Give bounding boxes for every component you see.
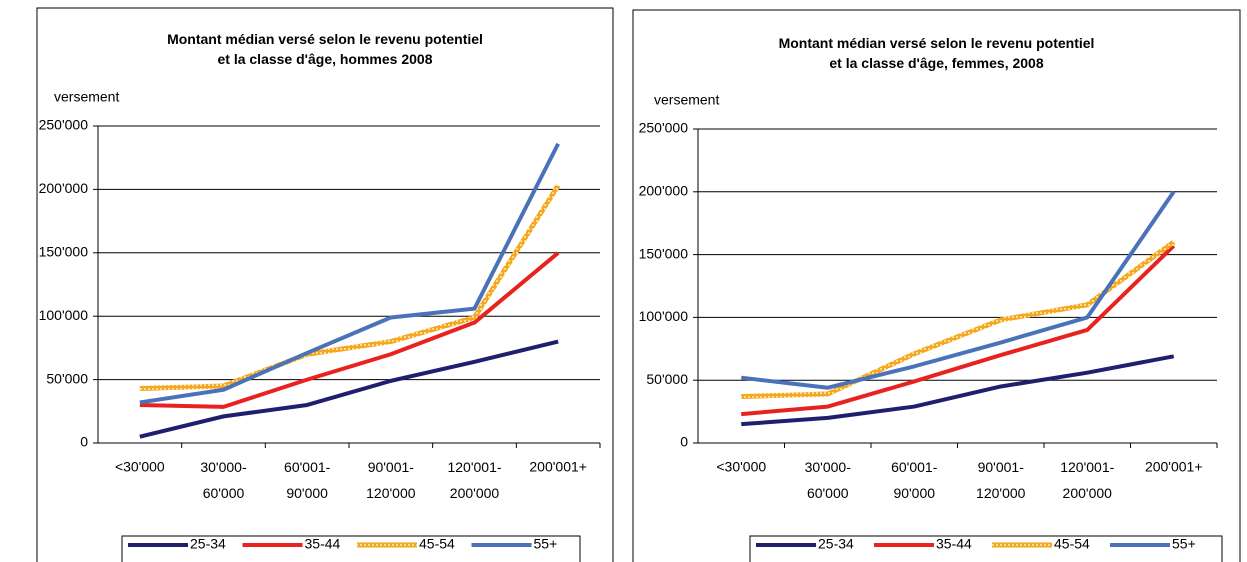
y-tick-label: 250'000: [639, 120, 689, 136]
series-line: [741, 354, 1175, 427]
series-line: [139, 251, 560, 409]
series-line: [139, 184, 561, 391]
y-tick-label: 200'000: [39, 180, 89, 196]
y-tick-label: 200'000: [639, 183, 689, 199]
y-tick-label: 150'000: [39, 244, 89, 260]
x-tick-label: 200'001+: [529, 459, 587, 475]
x-tick-label: 200'001+: [1145, 459, 1203, 475]
series-line: [139, 142, 560, 405]
x-tick-label: 30'000-60'000: [805, 459, 852, 501]
x-tick-label: 120'001-200'000: [1060, 459, 1114, 501]
y-tick-label: 250'000: [39, 117, 89, 133]
x-tick-label: 60'001-90'000: [891, 459, 938, 501]
x-tick-label: 90'001-120'000: [366, 459, 416, 501]
legend-label: 35-44: [305, 536, 341, 552]
legend-label: 45-54: [1054, 536, 1090, 552]
x-tick-label: 30'000-60'000: [200, 459, 247, 501]
legend-label: 55+: [1172, 536, 1196, 552]
legend-label: 45-54: [419, 536, 455, 552]
legend-label: 25-34: [818, 536, 854, 552]
x-tick-label: 120'001-200'000: [447, 459, 501, 501]
legend-box: [121, 535, 581, 562]
y-tick-label: 100'000: [39, 307, 89, 323]
y-tick-label: 50'000: [46, 370, 88, 386]
x-tick-label: <30'000: [115, 459, 165, 475]
series-line: [741, 244, 1176, 417]
y-tick-label: 100'000: [639, 308, 689, 324]
legend-box: [749, 535, 1223, 562]
legend-label: 55+: [534, 536, 558, 552]
chart-title: Montant médian versé selon le revenu pot…: [779, 35, 1095, 71]
y-tick-label: 150'000: [639, 245, 689, 261]
x-tick-label: 90'001-120'000: [976, 459, 1026, 501]
y-axis-label: versement: [654, 92, 719, 108]
series-line: [139, 339, 559, 439]
y-tick-label: 50'000: [646, 371, 688, 387]
chart-title: Montant médian versé selon le revenu pot…: [167, 31, 483, 67]
chart-panel: [36, 7, 614, 562]
chart-panel: [632, 9, 1241, 562]
legend-label: 35-44: [936, 536, 972, 552]
x-tick-label: 60'001-90'000: [284, 459, 331, 501]
x-tick-label: <30'000: [716, 459, 766, 475]
y-tick-label: 0: [80, 434, 88, 450]
y-tick-label: 0: [680, 434, 688, 450]
legend-label: 25-34: [190, 536, 226, 552]
y-axis-label: versement: [54, 89, 119, 105]
series-line: [741, 190, 1176, 390]
